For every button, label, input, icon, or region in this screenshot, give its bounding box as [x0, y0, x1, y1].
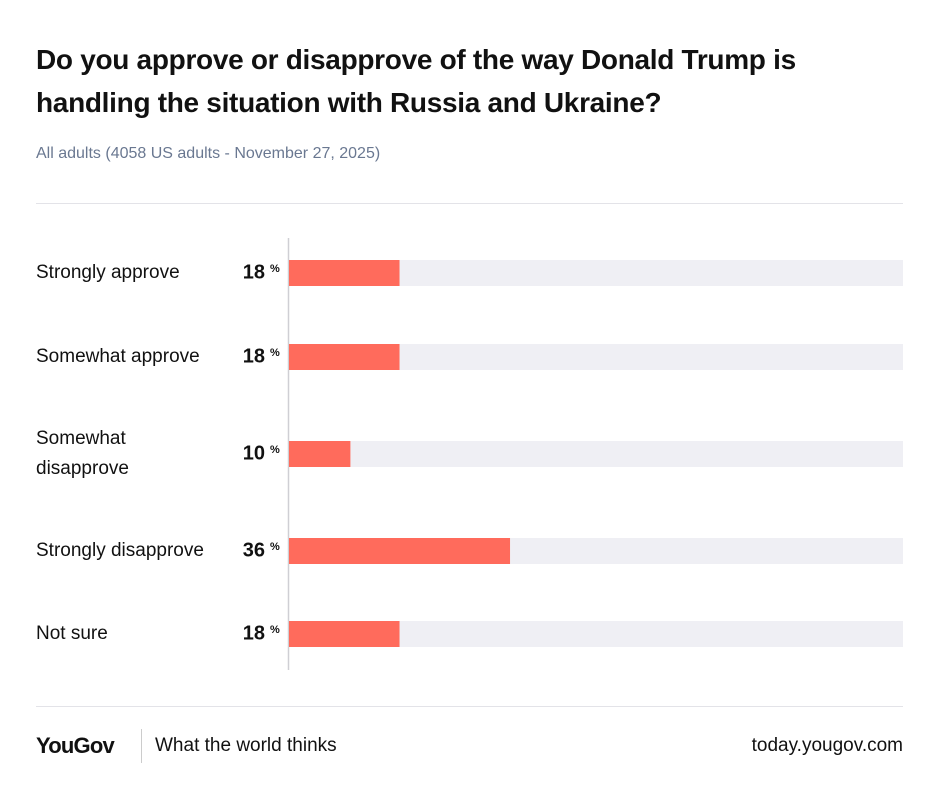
- category-label: Not sure: [36, 623, 108, 644]
- chart-title: Do you approve or disapprove of the way …: [36, 44, 796, 118]
- value-unit: %: [270, 623, 280, 636]
- site-url: today.yougov.com: [751, 735, 903, 756]
- bar: [289, 260, 400, 286]
- value-unit: %: [270, 443, 280, 456]
- value-label: 10: [242, 442, 265, 465]
- tagline: What the world thinks: [155, 735, 337, 756]
- bar: [289, 621, 400, 647]
- category-label: Somewhat disapprove: [36, 428, 129, 479]
- bar: [289, 344, 400, 370]
- category-label: Somewhat approve: [36, 346, 200, 367]
- bar: [289, 538, 511, 564]
- value-unit: %: [270, 540, 280, 553]
- value-unit: %: [270, 346, 280, 359]
- value-label: 18: [242, 622, 265, 645]
- bar: [289, 441, 351, 467]
- bar-track: [289, 441, 903, 467]
- value-label: 18: [242, 261, 265, 284]
- category-label: Strongly approve: [36, 262, 180, 283]
- value-unit: %: [270, 262, 280, 275]
- divider: [141, 729, 142, 763]
- value-label: 36: [242, 539, 265, 562]
- category-label: Strongly disapprove: [36, 540, 204, 561]
- value-label: 18: [242, 345, 265, 368]
- brand-logo: YouGov: [36, 733, 115, 758]
- separator: [36, 706, 903, 707]
- separator: [36, 203, 903, 204]
- chart-subtitle: All adults (4058 US adults - November 27…: [36, 145, 381, 162]
